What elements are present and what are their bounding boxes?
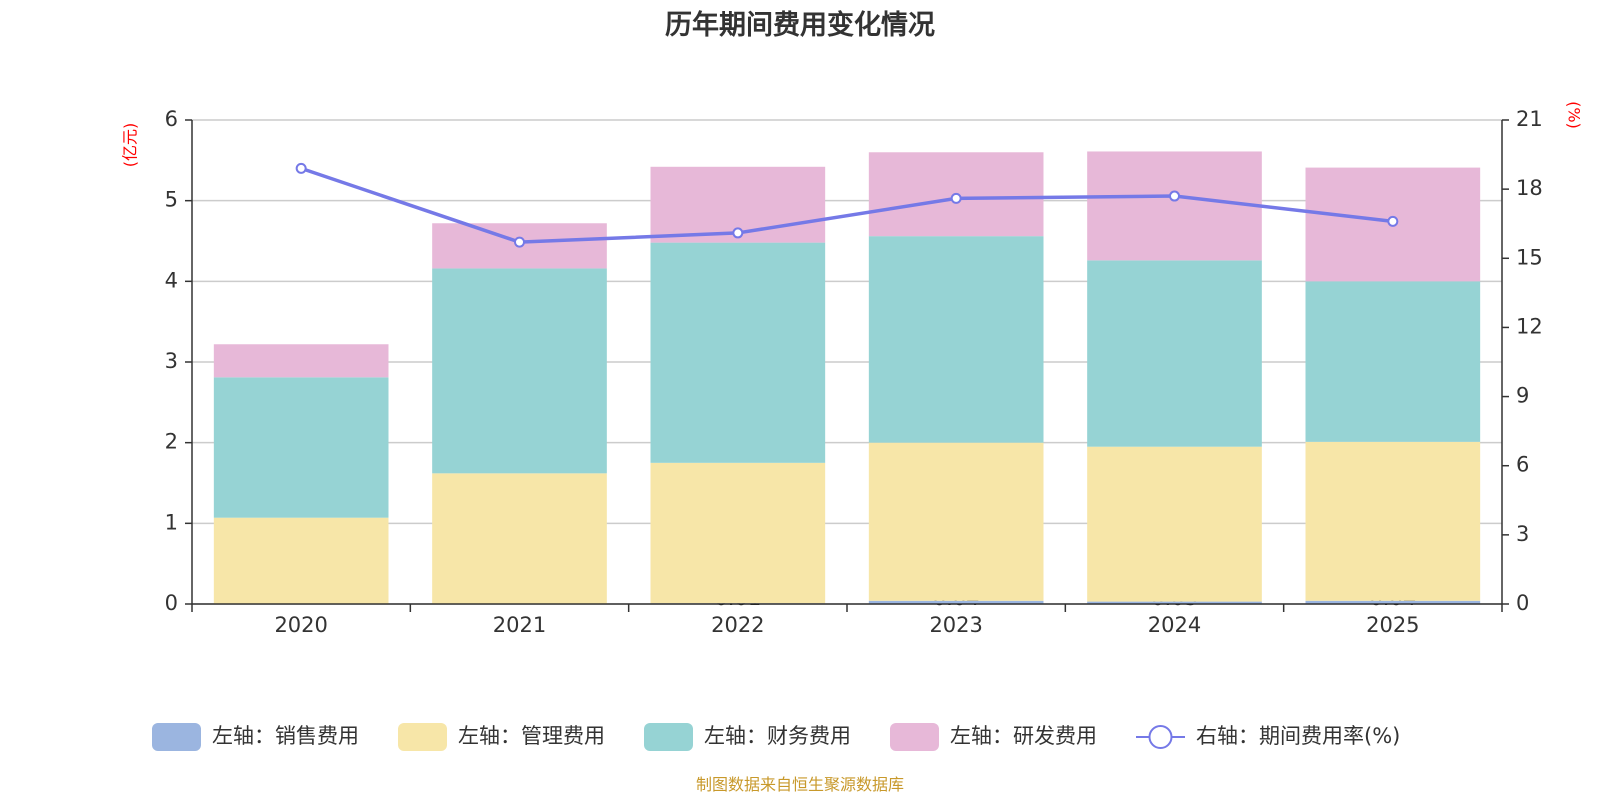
bar-segment: [213, 517, 389, 604]
left-tick-label: 0: [165, 591, 178, 615]
x-tick-label: 2022: [711, 613, 764, 637]
gridlines: [192, 119, 1502, 605]
legend-item[interactable]: 右轴：期间费用率(%): [1136, 724, 1400, 749]
legend-marker: [1148, 725, 1173, 749]
x-tick-label: 2023: [929, 613, 982, 637]
bar-segment: [1305, 600, 1481, 604]
bars: [213, 151, 1481, 604]
legend-swatch: [152, 723, 201, 751]
legend-label: 左轴：销售费用: [212, 724, 359, 748]
bar-segment: [432, 268, 607, 474]
chart-title: 历年期间费用变化情况: [665, 9, 935, 41]
legend-label: 左轴：研发费用: [950, 724, 1097, 748]
right-tick-label: 9: [1516, 384, 1529, 408]
bar-segment: [1305, 281, 1481, 442]
bar-segment: [650, 242, 826, 463]
legend-swatch: [890, 723, 939, 751]
bar-segment: [213, 377, 389, 518]
bar-segment: [868, 236, 1044, 443]
x-tick-label: 2025: [1366, 613, 1419, 637]
right-tick-label: 18: [1516, 176, 1543, 200]
bar-segment: [1087, 151, 1262, 261]
x-tick-label: 2021: [493, 613, 546, 637]
right-tick-label: 6: [1516, 453, 1529, 477]
source-note: 制图数据来自恒生聚源数据库: [696, 775, 904, 794]
rate-line: [295, 162, 1399, 248]
bar-segment: [1087, 601, 1262, 604]
rate-point[interactable]: [295, 162, 307, 174]
left-tick-label: 2: [165, 430, 178, 454]
bar-segment: [650, 462, 826, 604]
legend-item[interactable]: 左轴：研发费用: [890, 723, 1097, 751]
right-tick-label: 15: [1516, 245, 1543, 269]
right-axis-unit: (%): [1565, 101, 1584, 129]
rate-point[interactable]: [732, 227, 744, 239]
bar-segment: [213, 344, 389, 378]
left-axis-unit: (亿元): [121, 123, 140, 168]
bar-segment: [1305, 441, 1481, 601]
left-tick-label: 3: [165, 349, 178, 373]
right-tick-label: 3: [1516, 522, 1529, 546]
legend-item[interactable]: 左轴：销售费用: [152, 723, 359, 751]
bar-segment: [1087, 260, 1262, 447]
rate-point[interactable]: [1387, 215, 1399, 227]
legend-swatch: [644, 723, 693, 751]
left-tick-label: 5: [165, 188, 178, 212]
legend[interactable]: 左轴：销售费用 左轴：管理费用 左轴：财务费用 左轴：研发费用 右轴：期间费用率(%): [152, 723, 1400, 751]
right-tick-label: 12: [1516, 314, 1543, 338]
legend-item[interactable]: 左轴：财务费用: [644, 723, 851, 751]
left-tick-label: 4: [165, 268, 178, 292]
rate-line-path: [300, 166, 1394, 244]
x-tick-label: 2024: [1148, 613, 1201, 637]
legend-swatch: [398, 723, 447, 751]
legend-item[interactable]: 左轴：管理费用: [398, 723, 605, 751]
x-tick-label: 2020: [274, 613, 327, 637]
rate-point[interactable]: [1169, 190, 1180, 202]
rate-point[interactable]: [950, 192, 962, 204]
right-tick-label: 0: [1516, 591, 1529, 615]
bar-segment: [1087, 446, 1262, 602]
right-tick-label: 21: [1516, 107, 1543, 131]
left-tick-label: 6: [165, 107, 178, 131]
legend-label: 左轴：管理费用: [458, 724, 605, 748]
legend-label: 右轴：期间费用率(%): [1196, 724, 1400, 748]
left-tick-label: 1: [165, 510, 178, 534]
bar-segment: [868, 600, 1044, 604]
rate-point[interactable]: [514, 236, 525, 248]
bar-segment: [432, 473, 607, 604]
bar-segment: [868, 442, 1044, 601]
legend-label: 左轴：财务费用: [704, 724, 851, 748]
